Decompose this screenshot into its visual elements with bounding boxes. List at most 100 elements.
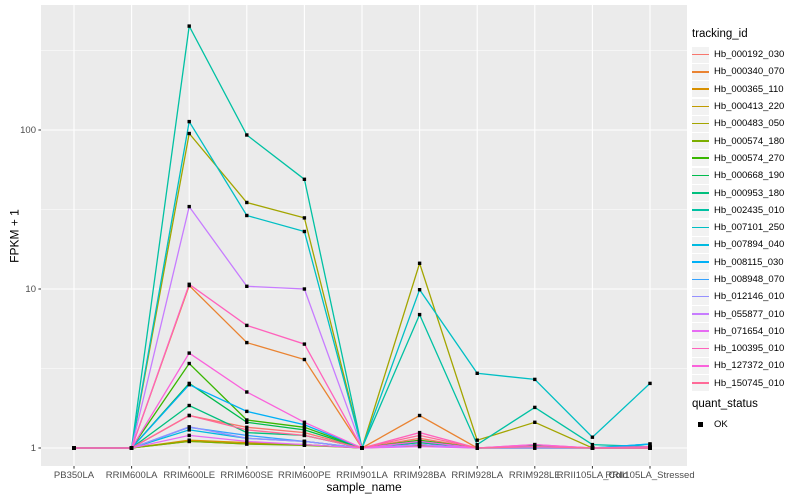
data-point[interactable]: [302, 287, 307, 291]
data-point[interactable]: [417, 436, 422, 440]
legend-item[interactable]: Hb_007101_250: [692, 219, 798, 236]
legend-item[interactable]: Hb_100395_010: [692, 340, 798, 357]
data-point[interactable]: [302, 439, 307, 444]
data-point[interactable]: [417, 444, 422, 449]
data-point[interactable]: [360, 446, 364, 450]
data-point[interactable]: [245, 133, 249, 137]
legend-item[interactable]: Hb_071654_010: [692, 323, 798, 340]
data-point[interactable]: [302, 425, 307, 429]
data-point[interactable]: [302, 229, 307, 234]
data-point[interactable]: [245, 323, 249, 328]
data-point[interactable]: [72, 446, 76, 450]
data-point[interactable]: [648, 442, 652, 446]
data-point[interactable]: [417, 261, 422, 265]
legend-item[interactable]: OK: [692, 416, 798, 433]
x-tick-label: RRIM600LE: [163, 470, 215, 481]
data-point[interactable]: [533, 405, 537, 410]
data-point[interactable]: [245, 200, 249, 205]
data-point[interactable]: [417, 430, 422, 435]
data-point[interactable]: [187, 413, 191, 418]
data-point[interactable]: [533, 377, 537, 382]
legend-key-line-icon: [692, 271, 709, 288]
data-point[interactable]: [533, 442, 537, 447]
legend-item[interactable]: Hb_150745_010: [692, 375, 798, 392]
data-point[interactable]: [187, 433, 191, 438]
data-point[interactable]: [187, 439, 191, 444]
data-point[interactable]: [245, 420, 249, 424]
data-point[interactable]: [187, 119, 191, 124]
data-point[interactable]: [187, 428, 191, 432]
data-point[interactable]: [648, 381, 652, 386]
data-point[interactable]: [245, 442, 249, 446]
data-point[interactable]: [533, 420, 537, 424]
data-point[interactable]: [245, 409, 249, 414]
legend-item[interactable]: Hb_000413_220: [692, 98, 798, 115]
data-point[interactable]: [417, 413, 422, 418]
y-tick-label: 100: [20, 125, 36, 136]
data-point[interactable]: [302, 423, 307, 427]
data-point[interactable]: [475, 438, 479, 442]
data-point[interactable]: [417, 433, 422, 438]
data-point[interactable]: [245, 428, 249, 432]
legend-item[interactable]: Hb_000574_270: [692, 150, 798, 167]
legend-item[interactable]: Hb_000483_050: [692, 115, 798, 132]
legend-item[interactable]: Hb_002435_010: [692, 202, 798, 219]
legend-item[interactable]: Hb_000365_110: [692, 81, 798, 98]
data-point[interactable]: [417, 312, 422, 317]
data-point[interactable]: [417, 442, 422, 447]
data-point[interactable]: [187, 282, 191, 286]
data-point[interactable]: [302, 420, 307, 424]
legend-key-line-icon: [692, 98, 709, 115]
data-point[interactable]: [302, 357, 307, 362]
data-point[interactable]: [187, 361, 191, 366]
data-point[interactable]: [302, 428, 307, 432]
legend-item[interactable]: Hb_000192_030: [692, 46, 798, 63]
data-point[interactable]: [187, 351, 191, 355]
data-point[interactable]: [245, 213, 249, 218]
legend-item[interactable]: Hb_012146_010: [692, 288, 798, 305]
data-point[interactable]: [590, 442, 595, 447]
data-point[interactable]: [245, 439, 249, 444]
data-point[interactable]: [187, 24, 191, 28]
legend-title: quant_status: [692, 398, 758, 410]
data-point[interactable]: [129, 446, 134, 450]
data-point[interactable]: [245, 430, 249, 435]
data-point[interactable]: [245, 433, 249, 438]
data-point[interactable]: [245, 390, 249, 394]
legend-item[interactable]: Hb_008115_030: [692, 254, 798, 271]
data-point[interactable]: [245, 340, 249, 345]
data-point[interactable]: [187, 425, 191, 429]
legend-item[interactable]: Hb_000574_180: [692, 132, 798, 150]
legend-item[interactable]: Hb_007894_040: [692, 236, 798, 253]
data-point[interactable]: [302, 342, 307, 346]
data-point[interactable]: [590, 435, 595, 439]
legend-item[interactable]: Hb_000668_190: [692, 167, 798, 184]
data-point[interactable]: [245, 425, 249, 429]
data-point[interactable]: [302, 216, 307, 220]
data-point[interactable]: [475, 442, 479, 447]
legend-item[interactable]: Hb_000953_180: [692, 184, 798, 202]
data-point[interactable]: [245, 436, 249, 440]
data-point[interactable]: [187, 131, 191, 136]
legend-item[interactable]: Hb_055877_010: [692, 305, 798, 323]
data-point[interactable]: [417, 288, 422, 292]
legend-item[interactable]: Hb_127372_010: [692, 357, 798, 374]
data-point[interactable]: [245, 418, 249, 422]
data-point[interactable]: [302, 433, 307, 438]
data-point[interactable]: [302, 442, 307, 447]
data-point[interactable]: [533, 444, 537, 449]
data-point[interactable]: [417, 439, 422, 444]
data-point[interactable]: [187, 383, 191, 387]
data-point[interactable]: [475, 446, 479, 450]
data-point[interactable]: [245, 284, 249, 288]
data-point[interactable]: [187, 204, 191, 209]
data-point[interactable]: [302, 430, 307, 435]
data-point[interactable]: [590, 446, 595, 450]
data-point[interactable]: [187, 403, 191, 408]
legend-item[interactable]: Hb_000340_070: [692, 63, 798, 80]
data-point[interactable]: [475, 371, 479, 375]
data-point[interactable]: [302, 177, 307, 181]
legend-item[interactable]: Hb_008948_070: [692, 271, 798, 288]
data-point[interactable]: [648, 446, 652, 450]
legend-key-line-icon: [692, 46, 709, 63]
